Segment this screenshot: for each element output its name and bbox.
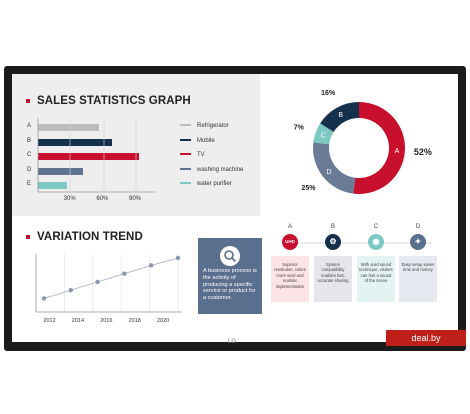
donut-chart: A 52% D 25% C 7% B 16% (294, 90, 432, 194)
magnifier-icon (220, 246, 240, 266)
legend-swatch (180, 182, 191, 185)
legend-label: washing machine (197, 166, 244, 173)
legend-item: water purifier (180, 181, 232, 187)
donut-slice-A (353, 102, 405, 194)
donut-slice-D (313, 142, 356, 194)
trend-point (122, 271, 127, 276)
feature-letter-A: A (287, 224, 292, 230)
x-tick-label: 90% (129, 196, 142, 202)
feature-text: Superior resolution, colors more vivid a… (274, 262, 306, 289)
donut-percent-label: 7% (294, 124, 305, 131)
uhd-icon: UHD (282, 234, 298, 250)
bar-category-label: B (27, 137, 32, 144)
x-year-label: 2016 (100, 318, 113, 324)
feature-letter-D: D (415, 224, 421, 230)
legend-item: TV (180, 152, 205, 158)
bar-C (38, 153, 140, 160)
x-year-label: 2018 (128, 318, 141, 324)
info-box: A business process is the activity of pr… (198, 238, 262, 314)
x-year-label: 2014 (71, 318, 85, 324)
bar-chart-axes (37, 118, 155, 193)
x-tick-label: 60% (96, 196, 109, 202)
x-tick-label: 30% (63, 196, 76, 202)
donut-slice-letter: A (395, 148, 400, 155)
legend-swatch (180, 124, 191, 127)
title-bullet (26, 234, 30, 239)
feature-text: System compatibility enables fast, accur… (317, 262, 349, 284)
bar-category-label: D (27, 166, 32, 173)
bar-B (38, 138, 113, 146)
user-icon: ✦ (410, 234, 426, 250)
title-bullet (26, 98, 30, 103)
legend-label: water purifier (197, 181, 232, 187)
trend-point (95, 279, 100, 285)
trend-point (149, 263, 154, 268)
donut-percent-label: 52% (414, 147, 432, 157)
trend-point (41, 296, 47, 301)
legend-swatch (180, 153, 191, 156)
feature-card: With vivid sound technique, visitors can… (357, 256, 395, 302)
bar-E (38, 182, 68, 189)
feature-letter-B: B (330, 224, 335, 230)
bar-category-label: C (27, 152, 32, 158)
feature-card: Easy setup saves time and money (399, 256, 437, 302)
trend-point (68, 288, 73, 293)
donut-slice-B (320, 102, 359, 132)
bar-category-label: E (27, 181, 32, 187)
brand-logo: LG (228, 339, 237, 345)
legend-item: Refrigerator (180, 123, 229, 129)
legend-item: Mobile (180, 138, 215, 144)
feature-text: With vivid sound technique, visitors can… (359, 262, 393, 284)
trend-title: VARIATION TREND (26, 231, 143, 243)
feature-card: System compatibility enables fast, accur… (314, 256, 352, 302)
info-box-text: A business process is the activity of pr… (203, 268, 257, 302)
x-year-label: 2012 (43, 318, 56, 324)
feature-letter-C: C (373, 224, 379, 230)
donut-percent-label: 25% (301, 185, 316, 192)
donut-slice-letter: B (338, 112, 343, 119)
x-year-label: 2020 (157, 318, 170, 324)
speaker-icon: ◉ (368, 234, 384, 250)
bar-category-label: A (27, 123, 32, 129)
legend-label: TV (197, 152, 205, 158)
donut-percent-label: 16% (321, 90, 336, 97)
gear-icon: ⚙ (325, 234, 341, 250)
watermark-badge: deal.by (386, 330, 466, 346)
donut-slice-letter: C (321, 133, 326, 140)
legend-label: Mobile (197, 137, 215, 144)
donut-slice-letter: D (326, 169, 331, 176)
legend-item: washing machine (180, 167, 243, 173)
sales-title: SALES STATISTICS GRAPH (26, 95, 191, 107)
bar-A (38, 124, 99, 131)
feature-connector-line (296, 242, 432, 244)
legend-swatch (180, 167, 191, 170)
bar-D (38, 167, 83, 175)
feature-card: Superior resolution, colors more vivid a… (271, 256, 309, 302)
feature-text: Easy setup saves time and money (401, 262, 435, 273)
line-chart-axes (35, 254, 182, 313)
legend-swatch (180, 138, 191, 141)
legend-label: Refrigerator (197, 123, 229, 129)
donut-slice-C (313, 123, 334, 145)
trend-line (43, 257, 179, 299)
display-screen: SALES STATISTICS GRAPH A B C D E 30% 60% 90% Re… (12, 74, 458, 342)
trend-point (175, 255, 181, 261)
line-chart (35, 254, 182, 313)
